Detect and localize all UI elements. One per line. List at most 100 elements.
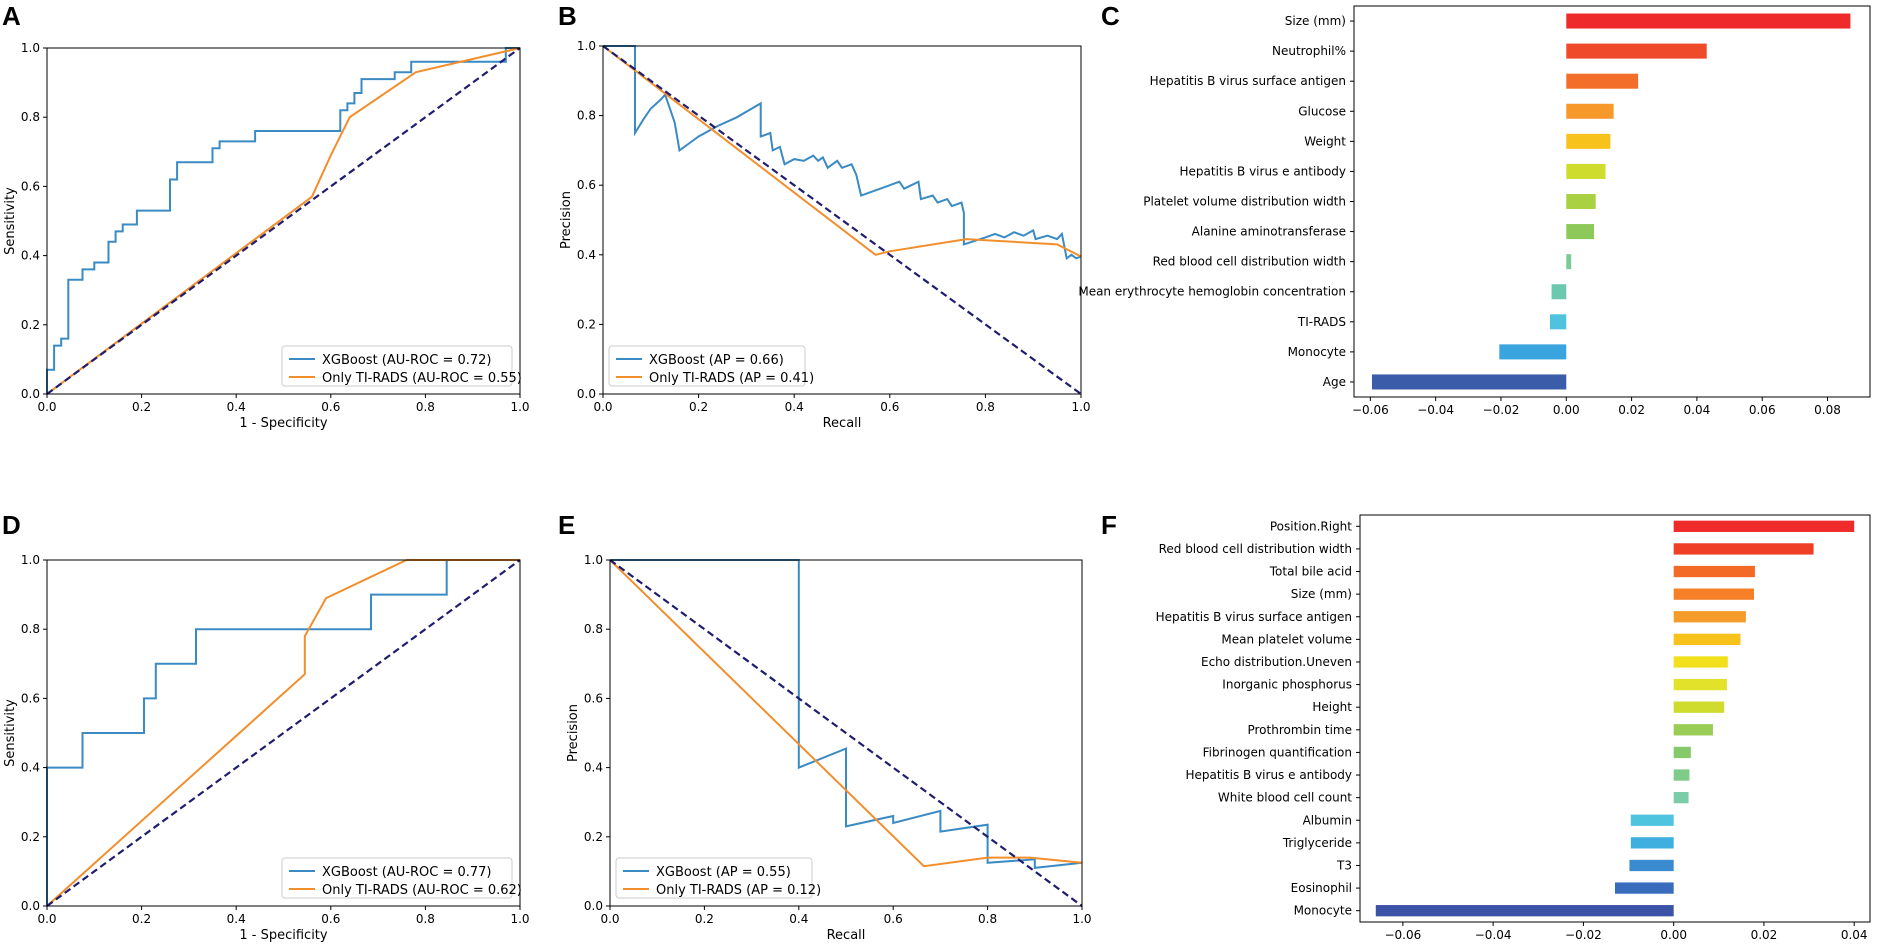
y-tick-label: 0.6: [584, 691, 603, 705]
y-tick-label: 0.2: [584, 830, 603, 844]
legend-box: [608, 345, 806, 387]
bar-3: [1566, 73, 1639, 89]
legend-box: [281, 345, 513, 387]
bar-8: [1673, 678, 1727, 691]
bar-7: [1673, 656, 1728, 668]
y-axis-label: Sensitivity: [3, 699, 18, 767]
x-tick-label: 0.00: [1660, 928, 1687, 942]
category-label: Hepatitis B virus e antibody: [1180, 164, 1346, 178]
category-label: Platelet volume distribution width: [1143, 195, 1346, 209]
legend: XGBoost (AU-ROC = 0.72) Only TI-RADS (AU-…: [281, 345, 522, 387]
legend: XGBoost (AP = 0.66) Only TI-RADS (AP = 0.…: [608, 345, 814, 387]
bar-4: [1566, 103, 1614, 119]
bar-15: [1630, 837, 1674, 849]
bar-6: [1566, 163, 1606, 179]
panel-e-pr-chart: 0.0 0.2 0.4 0.6 0.8 1.0 0.0 0.2 0.4 0.6 0.8 1.0 Reca…: [566, 553, 1092, 943]
x-tick-label: 0.0: [593, 400, 612, 414]
category-label: Weight: [1304, 134, 1346, 148]
bar-17: [1615, 882, 1674, 894]
y-tick-label: 0.0: [584, 899, 603, 913]
legend-label-1: Only TI-RADS (AP = 0.41): [649, 371, 814, 386]
series-line-0: [603, 45, 1082, 261]
chance-diagonal-line: [609, 559, 1083, 907]
y-tick-label: 0.2: [577, 317, 596, 331]
bar-12: [1673, 769, 1690, 781]
category-label: Eosinophil: [1291, 881, 1352, 895]
category-label: Hepatitis B virus e antibody: [1186, 768, 1352, 782]
x-tick-label: 0.02: [1618, 403, 1645, 417]
chance-diagonal-line: [602, 45, 1082, 395]
bar-6: [1673, 633, 1741, 646]
bar-8: [1566, 224, 1595, 240]
y-axis-label: Precision: [566, 704, 581, 762]
y-tick-label: 0.4: [577, 248, 596, 262]
x-tick-label: 0.0: [37, 912, 56, 926]
bar-11: [1673, 746, 1691, 759]
category-label: White blood cell count: [1218, 791, 1352, 805]
x-tick-label: 0.08: [1814, 403, 1841, 417]
category-label: Alanine aminotransferase: [1192, 225, 1346, 239]
legend-label-1: Only TI-RADS (AP = 0.12): [656, 883, 821, 898]
legend-label-0: XGBoost (AU-ROC = 0.77): [322, 865, 492, 880]
category-label: Hepatitis B virus surface antigen: [1156, 610, 1352, 624]
legend-label-0: XGBoost (AP = 0.55): [656, 865, 791, 880]
category-label: Age: [1323, 375, 1346, 389]
y-tick-label: 0.8: [584, 622, 603, 636]
category-label: Size (mm): [1285, 14, 1346, 28]
panel-label-c: C: [1101, 1, 1120, 31]
category-label: Triglyceride: [1282, 836, 1352, 850]
legend-label-0: XGBoost (AP = 0.66): [649, 353, 784, 368]
bar-9: [1673, 701, 1725, 713]
y-tick-label: 0.8: [577, 109, 596, 123]
bar-5: [1673, 611, 1746, 623]
panel-label-d: D: [2, 510, 21, 540]
legend-box: [281, 857, 513, 899]
bar-2: [1566, 43, 1707, 59]
category-label: Size (mm): [1291, 587, 1352, 601]
y-tick-label: 1.0: [584, 553, 603, 567]
category-label: Total bile acid: [1269, 565, 1352, 579]
plot-frame: [609, 559, 1083, 907]
category-label: T3: [1336, 858, 1352, 872]
y-tick-label: 1.0: [577, 39, 596, 53]
x-tick-label: 0.0: [37, 400, 56, 414]
x-tick-label: 0.00: [1553, 403, 1580, 417]
x-tick-label: −0.04: [1417, 403, 1454, 417]
panel-label-b: B: [558, 1, 577, 31]
bar-10: [1551, 284, 1567, 300]
category-label: Neutrophil%: [1272, 44, 1346, 58]
x-axis-label: 1 - Specificity: [239, 416, 328, 431]
bar-16: [1629, 859, 1674, 872]
category-label: Mean erythrocyte hemoglobin concentratio…: [1078, 285, 1346, 299]
bar-13: [1371, 374, 1567, 390]
x-axis-label: Recall: [823, 416, 862, 431]
bar-12: [1499, 344, 1567, 360]
x-tick-label: 0.0: [600, 912, 619, 926]
y-axis-label: Precision: [559, 191, 574, 249]
category-label: Inorganic phosphorus: [1222, 678, 1352, 692]
x-tick-label: 0.6: [880, 400, 899, 414]
panel-d-roc-chart: 0.0 0.2 0.4 0.6 0.8 1.0 0.0 0.2 0.4 0.6 0.8 1.0 1 - …: [3, 553, 530, 943]
legend-label-1: Only TI-RADS (AU-ROC = 0.55): [322, 371, 522, 386]
x-tick-label: 1.0: [510, 912, 529, 926]
x-tick-label: 0.4: [227, 912, 246, 926]
x-tick-label: −0.06: [1352, 403, 1389, 417]
x-tick-label: −0.02: [1483, 403, 1520, 417]
plot-frame: [46, 47, 521, 395]
category-label: Height: [1312, 700, 1352, 714]
x-tick-label: −0.02: [1565, 928, 1602, 942]
x-tick-label: 0.04: [1841, 928, 1868, 942]
legend-label-1: Only TI-RADS (AU-ROC = 0.62): [322, 883, 522, 898]
category-label: Position.Right: [1270, 519, 1352, 533]
plot-frame: [1359, 514, 1871, 923]
y-tick-label: 0.8: [21, 110, 40, 124]
series-line-0: [610, 559, 1083, 870]
panel-f-importance-chart: Position.Right Red blood cell distributio…: [1156, 514, 1871, 942]
panel-label-a: A: [2, 1, 21, 31]
category-label: Prothrombin time: [1247, 723, 1352, 737]
x-tick-label: 1.0: [1071, 400, 1090, 414]
x-tick-label: 1.0: [510, 400, 529, 414]
plot-frame: [1353, 5, 1871, 398]
bar-14: [1630, 814, 1674, 826]
y-tick-label: 0.0: [577, 387, 596, 401]
